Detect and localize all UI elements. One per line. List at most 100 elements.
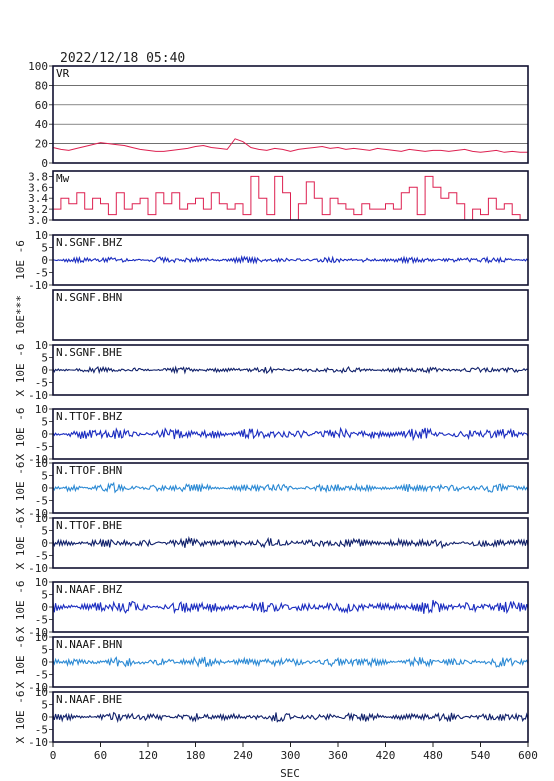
y-tick-label: 0 <box>41 711 48 724</box>
y-tick-label: 0 <box>41 482 48 495</box>
y-axis-label: 10E -6 <box>14 240 27 280</box>
y-tick-label: 0 <box>41 157 48 170</box>
y-tick-label: -5 <box>35 441 48 454</box>
trace-sgnf-bhz <box>52 254 529 265</box>
panel-label: N.SGNF.BHZ <box>56 236 123 249</box>
x-tick-label: 420 <box>376 749 396 762</box>
panel-vr: 100 80 60 40 20 0 VR <box>28 60 529 170</box>
x-axis-label: SEC <box>280 767 300 780</box>
y-tick-label: -5 <box>35 377 48 390</box>
y-tick-label: 40 <box>35 118 48 131</box>
panel-frame <box>52 344 529 396</box>
y-tick-label: 0 <box>41 428 48 441</box>
panel-label: N.SGNF.BHN <box>56 291 122 304</box>
panel-frame <box>52 408 529 460</box>
y-tick-label: 0 <box>41 601 48 614</box>
y-tick-label: -5 <box>35 495 48 508</box>
y-tick-label: 3.4 <box>28 192 48 205</box>
x-tick-label: 0 <box>50 749 57 762</box>
y-tick-label: 3.2 <box>28 203 48 216</box>
y-tick-label: 5 <box>41 525 48 538</box>
y-tick-label: 0 <box>41 364 48 377</box>
y-tick-label: 5 <box>41 416 48 429</box>
y-tick-label: 5 <box>41 470 48 483</box>
x-tick-label: 540 <box>471 749 491 762</box>
y-tick-label: -10 <box>28 389 48 402</box>
y-tick-label: 0 <box>41 656 48 669</box>
x-tick-label: 300 <box>281 749 301 762</box>
panel-stack: 100806040200VR3.83.63.43.23.0Mw1050-5-10… <box>14 60 529 749</box>
x-tick-label: 240 <box>233 749 253 762</box>
y-tick-label: 10 <box>35 403 48 416</box>
y-axis-label: X 10E -6 <box>14 517 27 570</box>
panel-label: N.NAAF.BHZ <box>56 583 123 596</box>
trace-naaf-bhz <box>52 599 529 615</box>
y-tick-label: 10 <box>35 631 48 644</box>
x-tick-label: 600 <box>518 749 538 762</box>
panel-frame <box>52 289 529 341</box>
panel-frame <box>52 462 529 514</box>
y-tick-label: -10 <box>28 507 48 520</box>
y-tick-label: 10 <box>35 512 48 525</box>
y-tick-label: -5 <box>35 550 48 563</box>
panel-label: N.TTOF.BHZ <box>56 410 123 423</box>
panel-label: Mw <box>56 172 70 185</box>
y-tick-label: 10 <box>35 457 48 470</box>
y-tick-label: 0 <box>41 254 48 267</box>
y-tick-label: 5 <box>41 644 48 657</box>
panel-frame <box>52 517 529 569</box>
y-tick-label: 100 <box>28 60 48 73</box>
y-axis-label: 10E*** <box>14 295 27 335</box>
y-tick-label: -5 <box>35 614 48 627</box>
trace-sgnf-bhe <box>52 365 529 375</box>
y-axis-label: X 10E -6 <box>14 344 27 397</box>
y-tick-label: -5 <box>35 724 48 737</box>
panel-frame <box>52 581 529 633</box>
y-tick-label: 3.0 <box>28 214 48 227</box>
y-tick-label: 10 <box>35 339 48 352</box>
y-axis-label: X 10E -6 <box>14 462 27 515</box>
panel-label: VR <box>56 67 70 80</box>
y-tick-label: 5 <box>41 242 48 255</box>
panel-label: N.TTOF.BHN <box>56 464 122 477</box>
y-tick-label: -10 <box>28 736 48 749</box>
x-axis: 0 60 120 180 240 300 360 420 480 540 600 <box>50 742 538 762</box>
trace-ttof-bhe <box>52 535 529 550</box>
trace-naaf-bhe <box>52 711 529 724</box>
y-tick-label: -5 <box>35 669 48 682</box>
panel-frame <box>52 170 529 221</box>
y-tick-label: 60 <box>35 99 48 112</box>
y-tick-label: -10 <box>28 626 48 639</box>
x-tick-label: 360 <box>328 749 348 762</box>
y-tick-label: 20 <box>35 138 48 151</box>
panel-label: N.NAAF.BHE <box>56 693 122 706</box>
y-tick-label: 3.8 <box>28 170 48 183</box>
trace-vr <box>52 138 528 153</box>
y-tick-label: 0 <box>41 537 48 550</box>
x-tick-label: 180 <box>186 749 206 762</box>
y-axis-label: X 10E -6 <box>14 581 27 634</box>
y-tick-label: 10 <box>35 229 48 242</box>
panel-frame <box>52 65 529 164</box>
y-tick-label: 5 <box>41 589 48 602</box>
panel-frame <box>52 234 529 286</box>
trace-naaf-bhn <box>52 655 529 669</box>
panel-mw: 3.83.63.43.23.0 Mw <box>28 170 529 227</box>
x-tick-label: 120 <box>138 749 158 762</box>
panel-label: N.SGNF.BHE <box>56 346 122 359</box>
y-tick-label: -10 <box>28 681 48 694</box>
y-axis-label: X 10E -6 <box>14 691 27 744</box>
panel-label: N.NAAF.BHN <box>56 638 122 651</box>
x-tick-label: 60 <box>94 749 107 762</box>
y-tick-label: -5 <box>35 267 48 280</box>
y-tick-label: 10 <box>35 576 48 589</box>
trace-ttof-bhz <box>52 426 529 442</box>
